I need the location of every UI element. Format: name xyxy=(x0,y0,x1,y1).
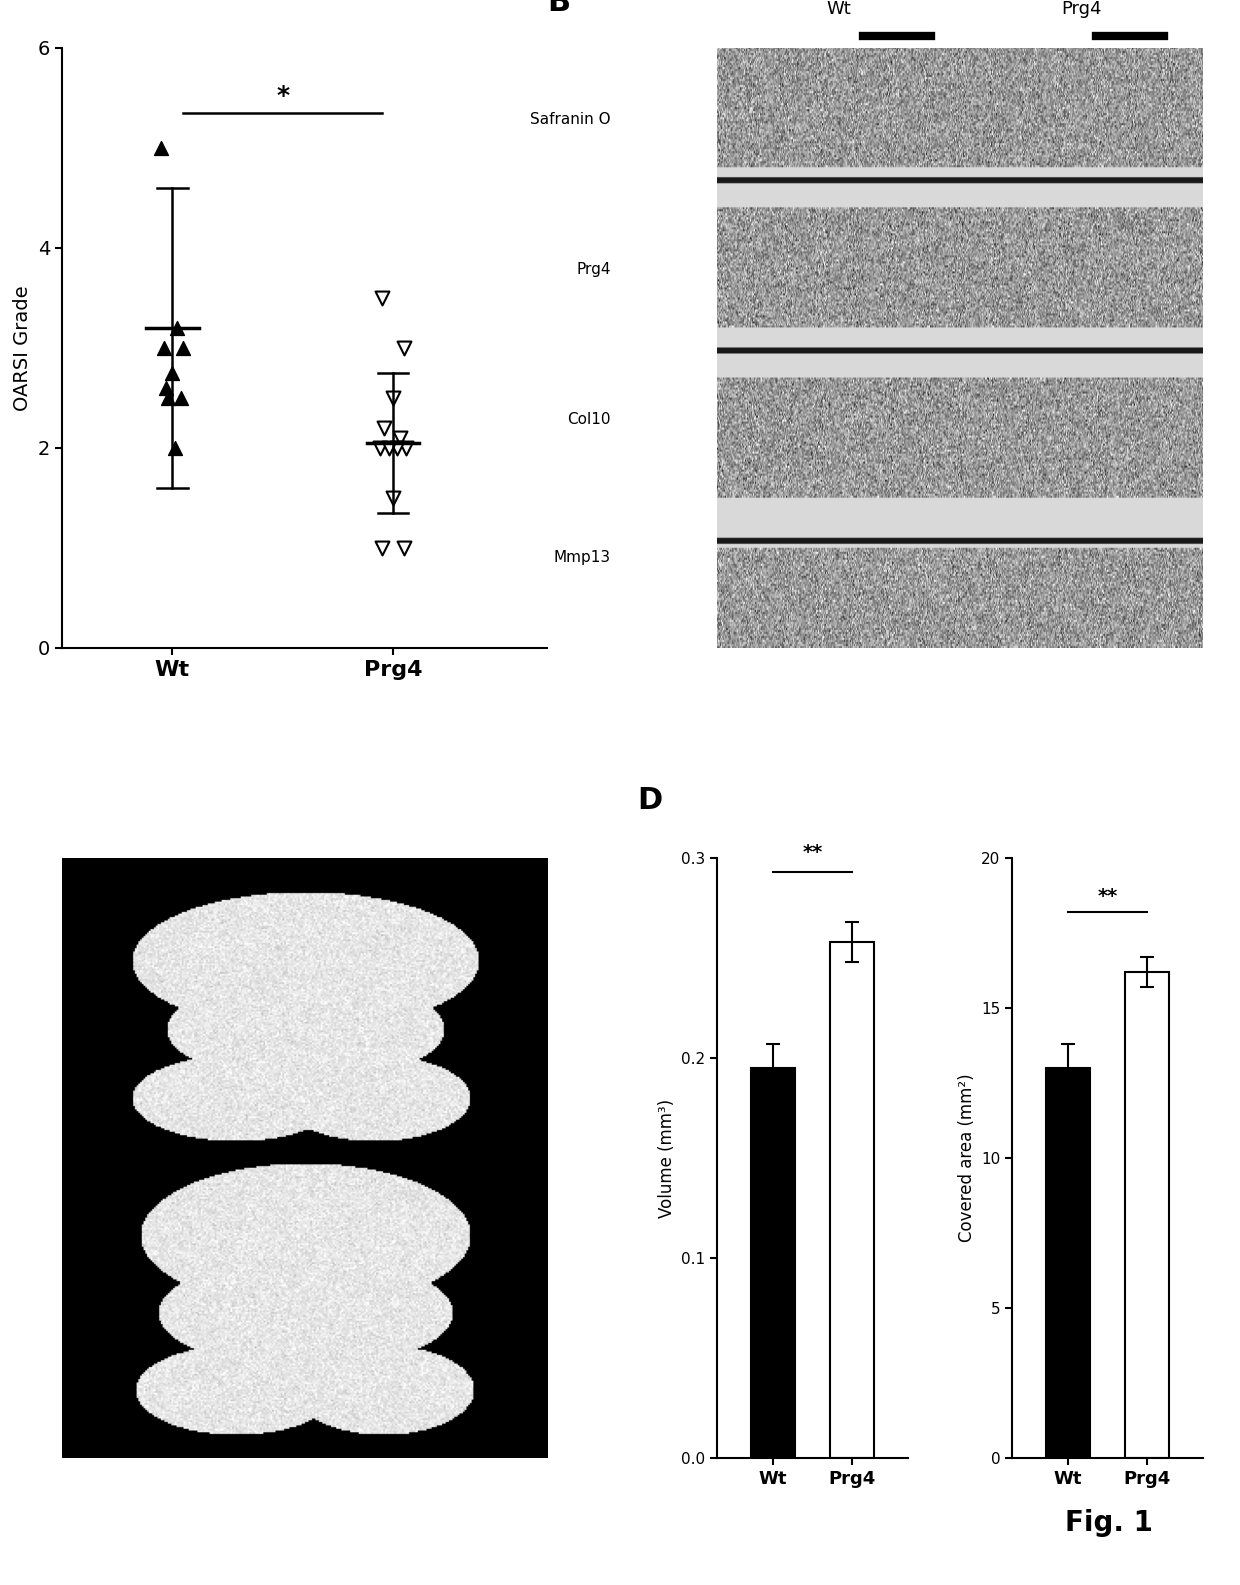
Point xyxy=(154,334,174,360)
Point xyxy=(383,385,403,411)
Point xyxy=(167,315,187,341)
Text: Safranin O: Safranin O xyxy=(529,113,610,127)
Point xyxy=(162,360,182,385)
Point xyxy=(374,415,394,441)
Text: Prg4: Prg4 xyxy=(577,262,610,277)
Y-axis label: Volume (mm³): Volume (mm³) xyxy=(657,1098,676,1217)
Point xyxy=(397,434,417,460)
Point xyxy=(372,536,392,561)
Bar xyxy=(1126,972,1169,1458)
Point xyxy=(387,434,407,460)
Bar xyxy=(751,1068,795,1458)
Point xyxy=(378,434,398,460)
Text: Wt: Wt xyxy=(826,0,851,17)
Point xyxy=(383,485,403,510)
Text: *: * xyxy=(277,84,289,108)
Bar xyxy=(1047,1068,1090,1458)
Bar xyxy=(831,941,874,1458)
Text: **: ** xyxy=(802,843,822,862)
Point xyxy=(372,285,392,311)
Text: Mmp13: Mmp13 xyxy=(553,550,610,566)
Point xyxy=(394,334,414,360)
Text: B: B xyxy=(547,0,570,16)
Y-axis label: Covered area (mm²): Covered area (mm²) xyxy=(957,1073,976,1243)
Point xyxy=(156,376,176,401)
Text: **: ** xyxy=(1097,888,1117,907)
Text: Col10: Col10 xyxy=(567,412,610,428)
Y-axis label: OARSI Grade: OARSI Grade xyxy=(14,285,32,411)
Point xyxy=(389,425,409,450)
Point xyxy=(174,334,193,360)
Point xyxy=(171,385,191,411)
Point xyxy=(165,434,185,460)
Point xyxy=(151,135,171,160)
Text: Prg4: Prg4 xyxy=(1061,0,1101,17)
Text: Fig. 1: Fig. 1 xyxy=(1065,1509,1153,1537)
Point xyxy=(157,385,177,411)
Text: D: D xyxy=(637,786,662,815)
Point xyxy=(370,434,389,460)
Point xyxy=(394,536,414,561)
